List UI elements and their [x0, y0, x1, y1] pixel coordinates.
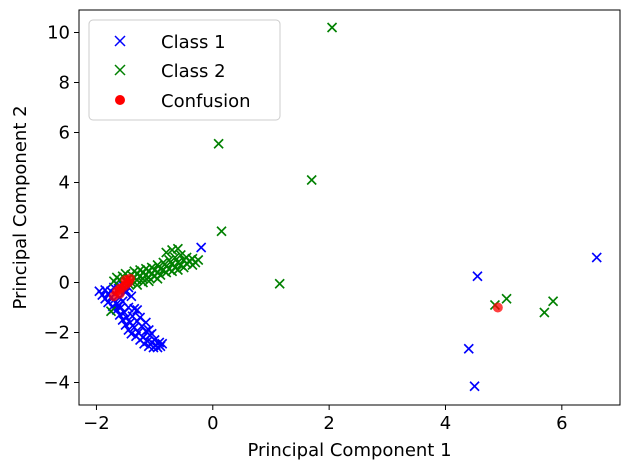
data-point: [132, 304, 143, 316]
data-point: [216, 226, 227, 237]
y-tick-label: 0: [59, 273, 70, 294]
series-layer: [94, 22, 602, 392]
legend-label-confusion: Confusion: [161, 91, 251, 112]
x-axis-ticks: −2 0 2 4 6: [83, 405, 568, 434]
y-tick-label: 2: [59, 223, 70, 244]
y-tick-label: −2: [43, 323, 70, 344]
y-axis-label: Principal Component 2: [10, 105, 31, 309]
legend: Class 1 Class 2 Confusion: [88, 19, 281, 121]
legend-marker-confusion: [115, 95, 125, 105]
data-point: [105, 306, 117, 317]
legend-marker-class-2: [114, 64, 126, 76]
data-point: [172, 264, 183, 276]
data-point: [172, 243, 183, 254]
data-point: [591, 252, 602, 263]
legend-label-class-1: Class 1: [161, 32, 226, 53]
y-tick-label: 4: [59, 173, 70, 194]
x-tick-label: 6: [556, 413, 567, 434]
x-tick-label: 4: [440, 413, 451, 434]
data-point: [306, 174, 317, 186]
legend-box: [88, 19, 281, 121]
data-point: [196, 242, 207, 253]
data-point: [129, 303, 140, 314]
series-class-2: [105, 22, 559, 318]
data-point: [193, 254, 204, 266]
x-tick-label: 2: [323, 413, 334, 434]
data-point: [274, 278, 285, 289]
y-tick-label: −4: [43, 373, 70, 394]
data-point: [126, 291, 137, 302]
data-point: [501, 293, 512, 304]
data-point: [463, 343, 474, 354]
data-point: [120, 275, 131, 285]
y-tick-label: 8: [59, 73, 70, 94]
data-point: [548, 296, 559, 307]
data-point: [155, 263, 166, 274]
x-tick-label: −2: [83, 413, 110, 434]
data-point: [132, 279, 143, 291]
data-point: [326, 22, 338, 33]
data-point: [113, 301, 124, 312]
data-point: [140, 317, 151, 328]
data-point: [157, 338, 168, 349]
series-confusion: [108, 273, 503, 313]
y-tick-label: 10: [47, 23, 70, 44]
data-point: [213, 138, 224, 149]
plot-frame: [78, 9, 621, 406]
data-point: [492, 302, 503, 313]
x-axis-label: Principal Component 1: [247, 440, 451, 461]
x-tick-label: 0: [207, 413, 218, 434]
data-point: [152, 273, 163, 284]
data-point: [114, 283, 125, 294]
data-point: [161, 247, 172, 258]
legend-marker-class-1: [114, 35, 126, 47]
data-point: [539, 307, 550, 318]
data-point: [472, 271, 483, 282]
legend-label-class-2: Class 2: [161, 61, 226, 82]
data-point: [175, 249, 186, 261]
data-point: [469, 381, 480, 392]
data-point: [143, 276, 154, 287]
y-tick-label: 6: [59, 123, 70, 144]
data-point: [146, 328, 157, 339]
data-point: [169, 252, 181, 263]
y-axis-ticks: −4 −2 0 2 4 6 8 10: [43, 23, 79, 394]
